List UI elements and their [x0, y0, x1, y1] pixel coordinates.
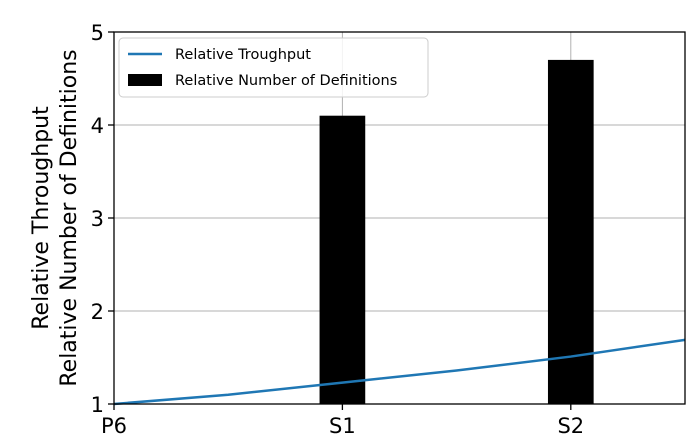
line-relative-throughput [113, 338, 686, 406]
legend-label-throughput: Relative Troughput [175, 47, 311, 63]
y-tick-label: 4 [91, 114, 104, 138]
x-tick-label: S1 [329, 414, 356, 438]
legend-frame [118, 37, 429, 98]
legend-bar-swatch [128, 74, 162, 86]
y-tick-label: 1 [91, 393, 104, 417]
x-tick-label: S2 [557, 414, 584, 438]
y-axis-label-line-1: Relative Throughput [29, 106, 54, 330]
y-tick-label: 3 [91, 207, 104, 231]
y-tick-label: 5 [91, 21, 104, 45]
y-ticks: 1 2 3 4 5 [91, 21, 114, 417]
legend: Relative Troughput Relative Number of De… [118, 37, 429, 98]
bar-relative-number-of-definitions [319, 115, 366, 404]
x-ticks: P6 S1 S2 [101, 404, 584, 438]
y-axis-label-line-2: Relative Number of Definitions [57, 49, 82, 386]
bars [319, 59, 594, 405]
bar-relative-number-of-definitions [547, 59, 594, 405]
x-tick-label: P6 [101, 414, 127, 438]
legend-label-definitions: Relative Number of Definitions [175, 73, 397, 89]
y-tick-label: 2 [91, 300, 104, 324]
lines [113, 338, 686, 406]
